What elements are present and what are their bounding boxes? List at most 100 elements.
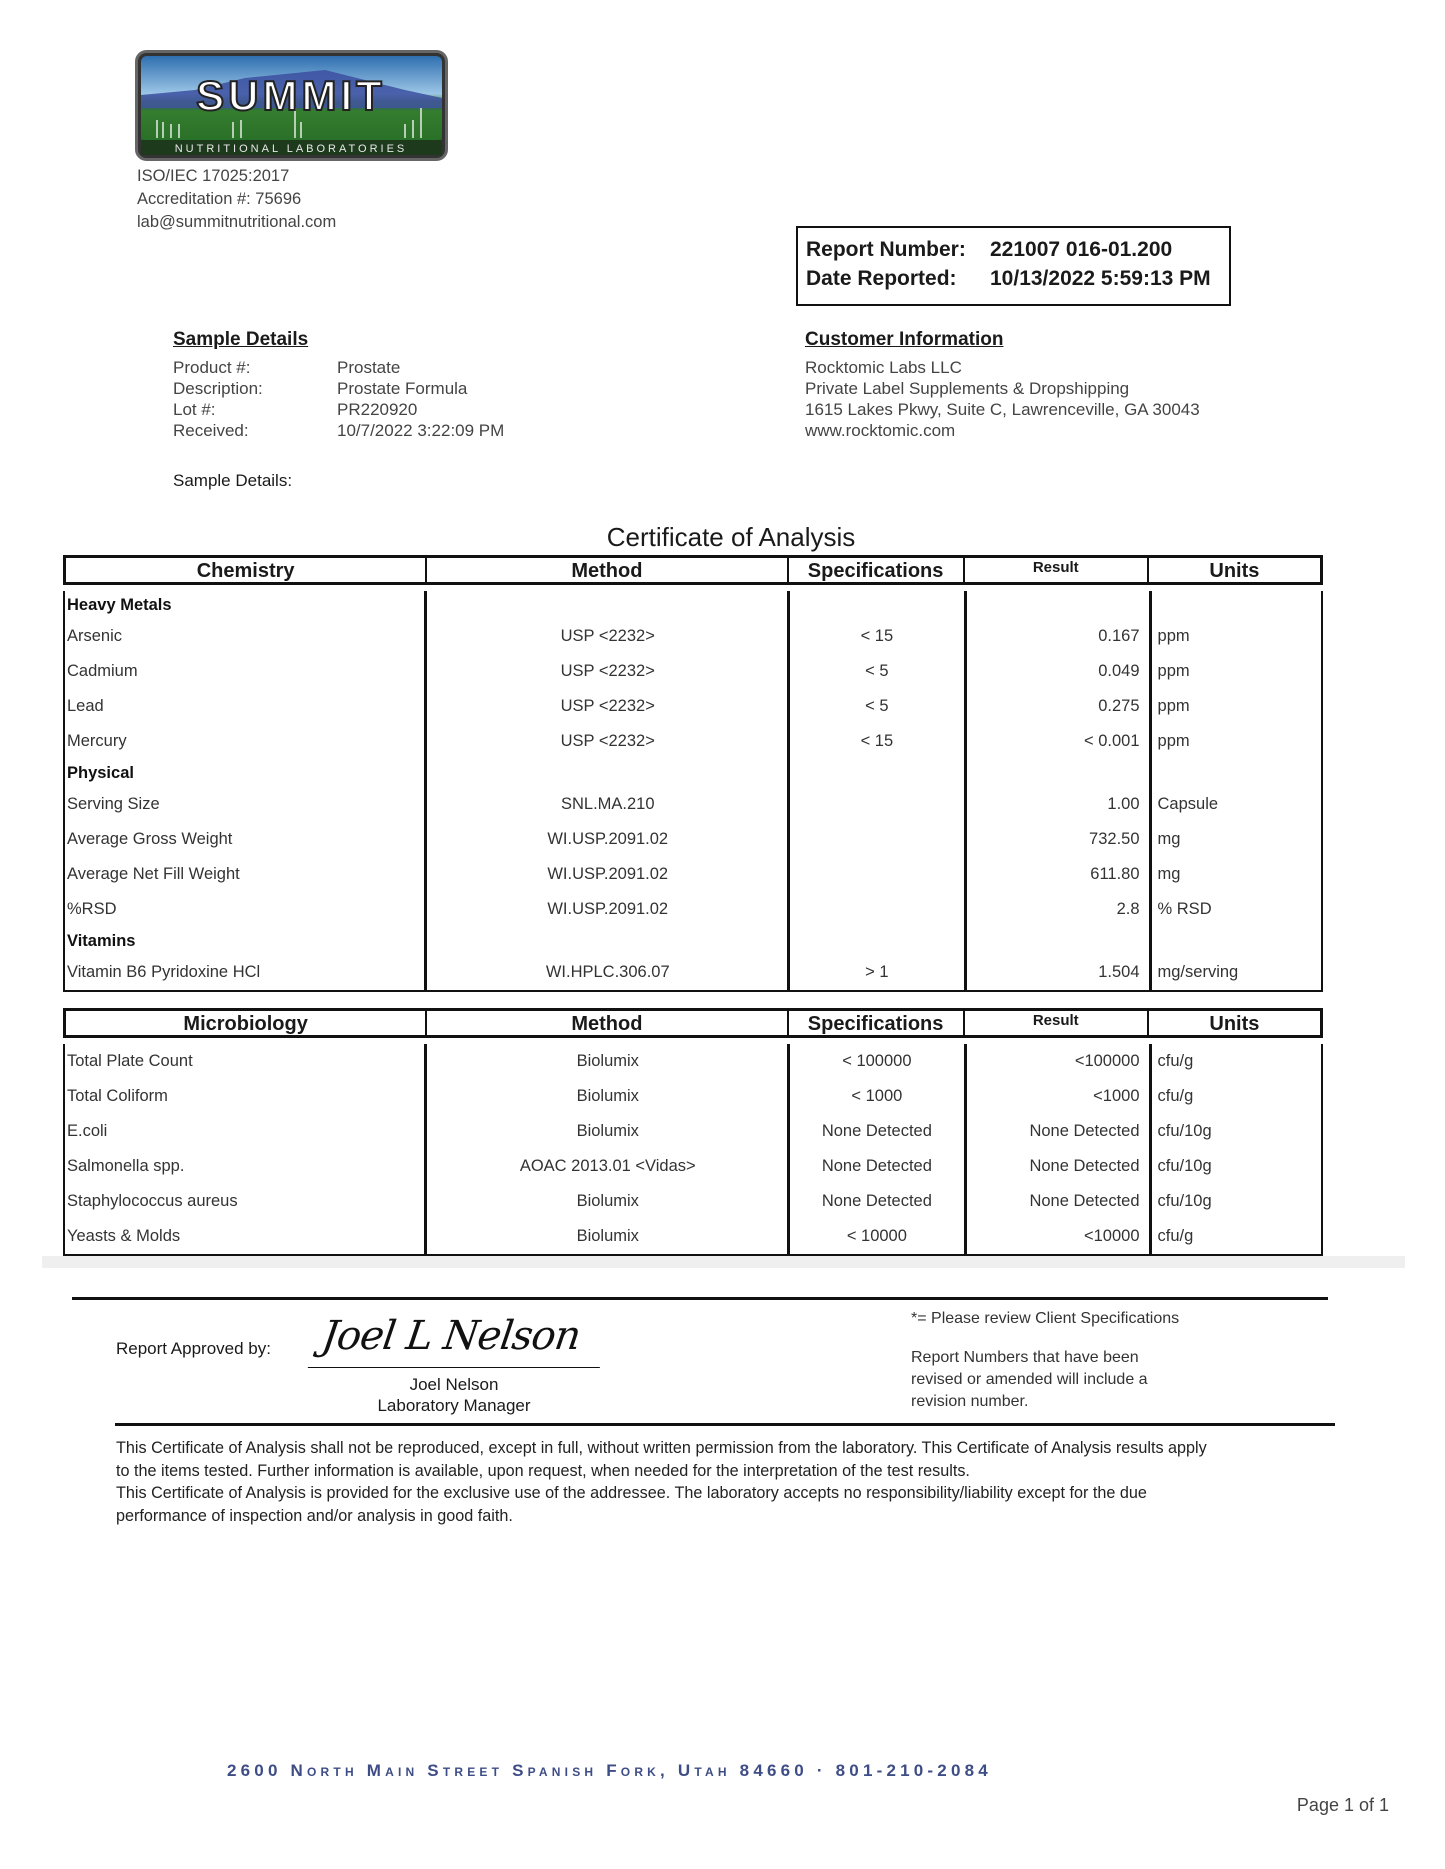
table-row: Average Net Fill Weight WI.USP.2091.02 611…	[65, 857, 1321, 892]
result-cell: <1000	[1093, 1087, 1140, 1105]
logo-wordmark: SUMMIT	[196, 72, 386, 119]
table-row: Cadmium USP <2232> < 5 0.049 ppm	[65, 654, 1321, 689]
specification-cell: < 15	[860, 627, 894, 645]
analyte-cell: Staphylococcus aureus	[67, 1192, 238, 1210]
table-row: Serving Size SNL.MA.210 1.00 Capsule	[65, 787, 1321, 822]
units-cell: ppm	[1157, 697, 1190, 715]
revision-note-line: Report Numbers that have been	[911, 1349, 1139, 1366]
report-number: 221007 016-01.200	[990, 238, 1173, 261]
table-row: Yeasts & Molds Biolumix < 10000 <10000 cfu/g	[65, 1219, 1321, 1254]
sample-details-heading: Sample Details	[173, 329, 309, 350]
method-cell: Biolumix	[576, 1052, 639, 1070]
units-cell: mg	[1157, 830, 1181, 848]
method-cell: USP <2232>	[560, 662, 655, 680]
column-header: Chemistry	[66, 558, 428, 582]
specification-cell: < 1000	[851, 1087, 903, 1105]
footer-address: 2600 North Main Street Spanish Fork, Uta…	[227, 1761, 992, 1780]
units-cell: cfu/10g	[1157, 1122, 1212, 1140]
result-cell: 1.00	[1107, 795, 1140, 813]
customer-info-line: Rocktomic Labs LLC	[805, 358, 962, 377]
column-divider	[964, 1044, 967, 1254]
units-cell: Capsule	[1157, 795, 1219, 813]
result-cell: < 0.001	[1084, 732, 1140, 750]
sample-field-value: 10/7/2022 3:22:09 PM	[337, 421, 505, 440]
analyte-cell: Average Gross Weight	[67, 830, 233, 848]
table-row: Arsenic USP <2232> < 15 0.167 ppm	[65, 619, 1321, 654]
specification-cell: < 10000	[846, 1227, 907, 1245]
specification-cell: < 100000	[842, 1052, 912, 1070]
sample-field-label: Product #:	[173, 358, 251, 377]
method-cell: WI.USP.2091.02	[547, 900, 669, 918]
divider	[115, 1423, 1335, 1426]
client-spec-note: *= Please review Client Specifications	[911, 1310, 1180, 1327]
analyte-cell: Total Coliform	[67, 1087, 168, 1105]
column-divider	[424, 1044, 427, 1254]
specification-cell: < 5	[865, 662, 889, 680]
approver-role: Laboratory Manager	[377, 1396, 531, 1415]
customer-info-line: www.rocktomic.com	[805, 421, 956, 440]
specification-cell	[789, 857, 965, 892]
specification-cell: > 1	[865, 963, 889, 981]
column-header: Result	[965, 558, 1149, 582]
result-cell: <10000	[1083, 1227, 1140, 1245]
sample-field-label: Lot #:	[173, 400, 216, 419]
revision-note: Report Numbers that have been revised or…	[911, 1347, 1148, 1413]
table-header: Chemistry Method Specifications Result Units	[63, 555, 1323, 585]
column-header: Specifications	[789, 558, 965, 582]
divider	[72, 1297, 1328, 1300]
method-cell: Biolumix	[576, 1227, 639, 1245]
summit-logo: SUMMIT NUTRITIONAL LABORATORIES	[135, 50, 448, 161]
analyte-cell: Yeasts & Molds	[67, 1227, 181, 1245]
column-header: Result	[965, 1011, 1149, 1035]
specification-cell: None Detected	[821, 1157, 932, 1175]
column-header: Units	[1209, 1013, 1260, 1035]
result-cell: 732.50	[1089, 830, 1140, 848]
column-divider	[1149, 591, 1152, 990]
analyte-cell: Salmonella spp.	[67, 1157, 185, 1175]
units-cell: mg/serving	[1157, 963, 1239, 981]
column-divider	[964, 591, 967, 990]
units-cell: ppm	[1157, 627, 1190, 645]
sample-field-label: Received:	[173, 421, 249, 440]
customer-info-heading: Customer Information	[805, 329, 1004, 350]
table-row: Vitamin B6 Pyridoxine HCl WI.HPLC.306.07 >…	[65, 955, 1321, 990]
analyte-cell: Average Net Fill Weight	[67, 865, 240, 883]
document-title: Certificate of Analysis	[606, 522, 856, 552]
signature: Joel L Nelson	[307, 1308, 609, 1368]
result-cell: 1.504	[1098, 963, 1140, 981]
method-cell: Biolumix	[576, 1087, 639, 1105]
report-info-box: Report Number: 221007 016-01.200 Date Rep…	[796, 226, 1231, 306]
table-body: Heavy Metals Arsenic USP <2232> < 15 0.167 pp…	[63, 591, 1323, 992]
revision-note-line: revised or amended will include a	[911, 1371, 1148, 1388]
specification-cell: < 15	[860, 732, 894, 750]
table-row: Total Plate Count Biolumix < 100000 <100000…	[65, 1044, 1321, 1079]
column-divider	[787, 591, 790, 990]
iso-standard: ISO/IEC 17025:2017	[137, 167, 290, 185]
microbiology-table: Microbiology Method Specifications Result Un…	[63, 1008, 1323, 1256]
table-row: Average Gross Weight WI.USP.2091.02 732.50…	[65, 822, 1321, 857]
units-cell: ppm	[1157, 732, 1190, 750]
section-label: Heavy Metals	[67, 596, 172, 614]
units-cell: mg	[1157, 865, 1181, 883]
specification-cell: None Detected	[821, 1122, 932, 1140]
specification-cell	[789, 787, 965, 822]
disclaimer-line: to the items tested. Further information…	[116, 1461, 970, 1480]
table-row: Mercury USP <2232> < 15 < 0.001 ppm	[65, 724, 1321, 759]
disclaimer-line: This Certificate of Analysis is provided…	[116, 1484, 1147, 1502]
method-cell: SNL.MA.210	[560, 795, 655, 813]
units-cell: cfu/10g	[1157, 1192, 1212, 1210]
lab-email: lab@summitnutritional.com	[137, 213, 337, 231]
specification-cell	[789, 892, 965, 927]
table-row: Staphylococcus aureus Biolumix None Detect…	[65, 1184, 1321, 1219]
column-header: Method	[427, 558, 789, 582]
table-header: Microbiology Method Specifications Result Un…	[63, 1008, 1323, 1038]
disclaimer-line: performance of inspection and/or analysi…	[116, 1506, 513, 1525]
approver-name: Joel Nelson	[409, 1375, 499, 1394]
method-cell: USP <2232>	[560, 732, 655, 750]
date-reported-label: Date Reported:	[806, 267, 957, 290]
analyte-cell: Serving Size	[67, 795, 160, 813]
page-number: Page 1 of 1	[1296, 1795, 1389, 1815]
disclaimer: This Certificate of Analysis shall not b…	[116, 1437, 1207, 1527]
table-body: Total Plate Count Biolumix < 100000 <100000…	[63, 1044, 1323, 1256]
column-header: Method	[427, 1011, 789, 1035]
